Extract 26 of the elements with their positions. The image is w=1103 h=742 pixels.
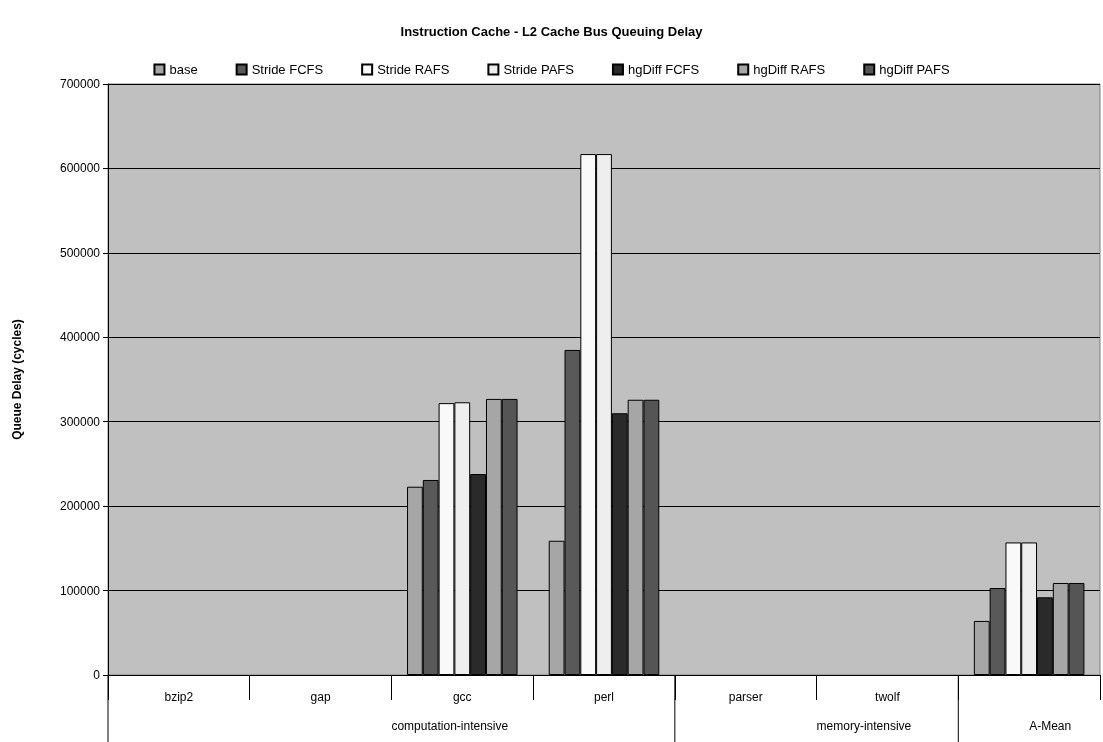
legend-label: hgDiff RAFS xyxy=(753,62,826,77)
legend-label: Stride PAFS xyxy=(503,62,575,77)
y-tick-label: 600000 xyxy=(59,161,101,176)
legend-label: Stride FCFS xyxy=(251,62,324,77)
y-tick-label: 100000 xyxy=(59,583,101,598)
text: A-Mean xyxy=(1029,719,1072,733)
x-tick-label: twolf xyxy=(875,690,901,704)
y-tick-label: 300000 xyxy=(59,414,101,429)
text: memory-intensive xyxy=(816,719,912,733)
x-tick-label: gcc xyxy=(452,690,472,704)
x-tick-label: gap xyxy=(310,690,331,704)
legend-label: hgDiff PAFS xyxy=(879,62,950,77)
legend-label: hgDiff FCFS xyxy=(627,62,700,77)
chart-title: Instruction Cache - L2 Cache Bus Queuing Delay xyxy=(400,24,704,39)
y-axis-title: Queue Delay (cycles) xyxy=(10,319,24,440)
x-tick-label: bzip2 xyxy=(164,690,194,704)
x-tick-label: parser xyxy=(728,690,763,704)
text: computation-intensive xyxy=(391,719,509,733)
legend-label: base xyxy=(169,62,198,77)
y-tick-label: 400000 xyxy=(59,330,101,345)
y-tick-label: 0 xyxy=(93,668,101,682)
y-tick-label: 700000 xyxy=(59,77,101,91)
y-tick-label: 500000 xyxy=(59,245,101,260)
x-tick-label: perl xyxy=(593,690,615,704)
y-tick-label: 200000 xyxy=(59,499,101,514)
legend-label: Stride RAFS xyxy=(377,62,450,77)
